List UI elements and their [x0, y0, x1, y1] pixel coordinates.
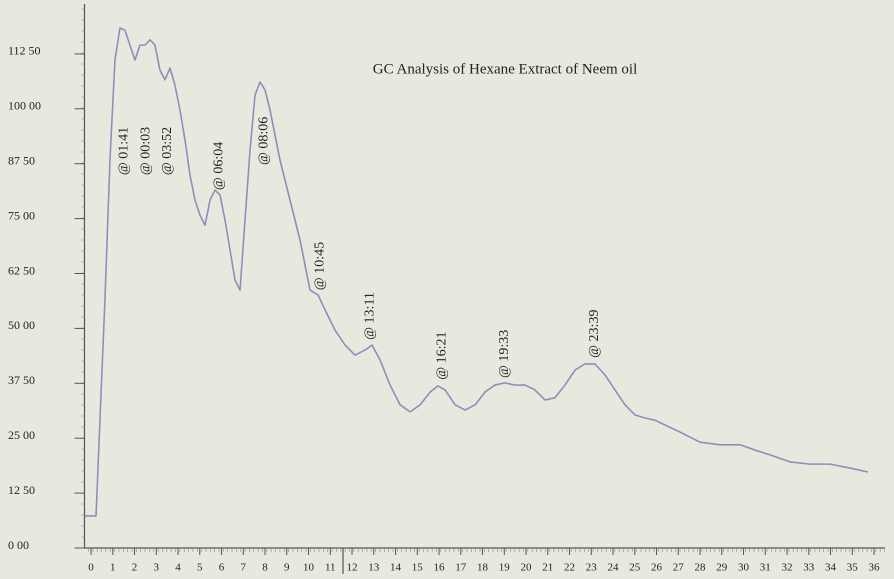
x-tick-label: 6 [219, 562, 225, 574]
x-tick-label: 16 [434, 562, 446, 574]
x-tick-label: 36 [869, 562, 881, 574]
x-tick-label: 0 [88, 562, 94, 574]
x-tick-label: 23 [586, 562, 598, 574]
y-tick-label: 75 00 [8, 208, 35, 222]
y-tick-label: 100 00 [8, 99, 41, 113]
x-tick-label: 24 [608, 562, 620, 574]
annotation: @ 10:45 [312, 242, 327, 290]
annotation: @ 06:04 [211, 142, 226, 190]
line-series [84, 27, 869, 517]
x-tick-label: 17 [455, 562, 467, 574]
annotation: @ 13:11 [362, 292, 377, 340]
annotation: @ 03:52 [160, 127, 175, 175]
annotation: @ 01:41 [116, 127, 131, 175]
x-tick-label: 13 [368, 562, 380, 574]
annotation: @ 08:06 [256, 117, 271, 165]
x-tick-label: 22 [564, 562, 575, 574]
y-tick-label: 0 00 [8, 538, 29, 552]
y-tick-label: 12 50 [8, 483, 35, 497]
x-tick-label: 32 [782, 562, 793, 574]
x-tick-label: 7 [241, 562, 247, 574]
x-tick-label: 33 [803, 562, 815, 574]
x-tick-label: 12 [347, 562, 358, 574]
x-tick-label: 31 [760, 562, 771, 574]
x-tick-label: 3 [154, 562, 160, 574]
chart-title: GC Analysis of Hexane Extract of Neem oi… [373, 61, 638, 77]
y-tick-label: 37 50 [8, 373, 35, 387]
x-tick-label: 29 [716, 562, 728, 574]
x-tick-label: 1 [110, 562, 116, 574]
annotation: @ 00:03 [138, 127, 153, 175]
x-tick-label: 20 [521, 562, 533, 574]
x-tick-label: 4 [175, 562, 181, 574]
x-tick-label: 5 [197, 562, 203, 574]
annotation: @ 16:21 [434, 331, 449, 379]
x-tick-label: 21 [542, 562, 553, 574]
x-tick-label: 8 [262, 562, 268, 574]
x-tick-label: 35 [847, 562, 859, 574]
x-tick-label: 28 [695, 562, 707, 574]
x-tick-label: 30 [738, 562, 750, 574]
annotation: @ 19:33 [497, 330, 512, 378]
x-tick-label: 15 [412, 562, 424, 574]
y-tick-label: 62 50 [8, 263, 35, 277]
x-tick-label: 19 [499, 562, 511, 574]
x-tick-label: 11 [325, 562, 336, 574]
y-tick-label: 112 50 [8, 44, 41, 58]
annotation: @ 23:39 [587, 310, 602, 358]
x-tick-label: 2 [132, 562, 138, 574]
x-tick-label: 26 [651, 562, 663, 574]
x-tick-label: 9 [284, 562, 290, 574]
x-tick-label: 27 [673, 562, 685, 574]
x-tick-label: 18 [477, 562, 489, 574]
x-tick-label: 25 [629, 562, 641, 574]
y-tick-label: 87 50 [8, 153, 35, 167]
y-tick-label: 50 00 [8, 318, 35, 332]
x-tick-label: 10 [303, 562, 315, 574]
x-tick-label: 14 [390, 562, 402, 574]
y-tick-label: 25 00 [8, 428, 35, 442]
x-tick-label: 34 [825, 562, 837, 574]
